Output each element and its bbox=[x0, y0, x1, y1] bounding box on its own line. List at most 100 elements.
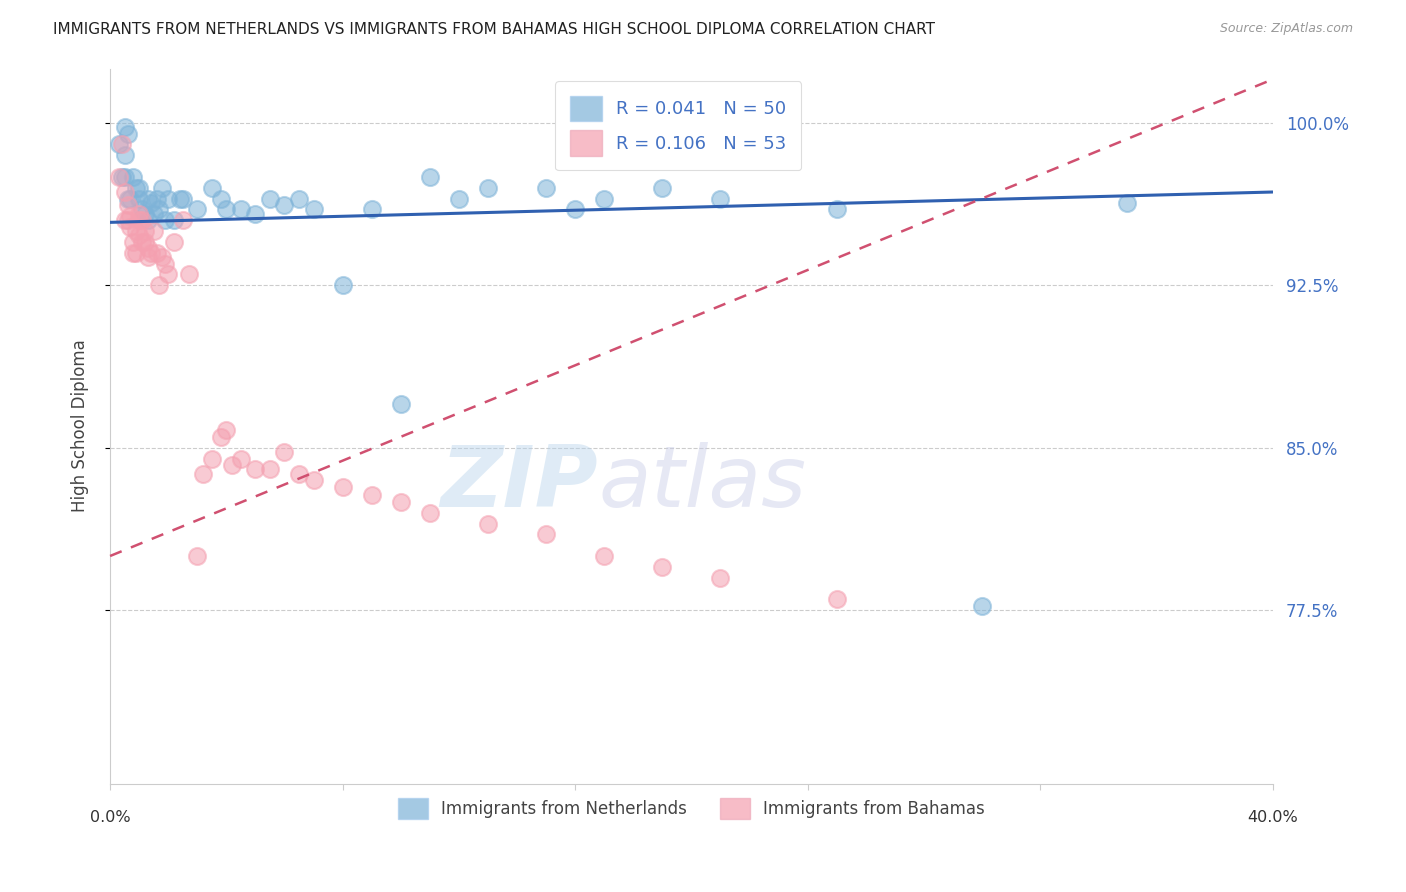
Point bbox=[122, 235, 145, 249]
Point bbox=[128, 192, 150, 206]
Point bbox=[107, 169, 129, 184]
Point bbox=[259, 462, 281, 476]
Point bbox=[128, 228, 150, 243]
Point bbox=[157, 268, 180, 282]
Point bbox=[273, 198, 295, 212]
Point bbox=[142, 224, 165, 238]
Point bbox=[288, 192, 311, 206]
Point bbox=[302, 202, 325, 217]
Point bbox=[593, 549, 616, 563]
Point bbox=[970, 599, 993, 613]
Point bbox=[186, 202, 208, 217]
Point bbox=[157, 192, 180, 206]
Point bbox=[117, 213, 139, 227]
Point bbox=[191, 467, 214, 481]
Point bbox=[273, 445, 295, 459]
Point bbox=[215, 423, 238, 437]
Point bbox=[117, 127, 139, 141]
Point bbox=[477, 180, 499, 194]
Point bbox=[117, 192, 139, 206]
Point bbox=[145, 245, 167, 260]
Point bbox=[150, 180, 173, 194]
Point bbox=[125, 224, 148, 238]
Point bbox=[215, 202, 238, 217]
Point bbox=[120, 209, 142, 223]
Point bbox=[360, 488, 382, 502]
Point bbox=[148, 278, 170, 293]
Point bbox=[245, 462, 267, 476]
Point bbox=[134, 224, 156, 238]
Point bbox=[155, 256, 177, 270]
Point bbox=[302, 473, 325, 487]
Point bbox=[186, 549, 208, 563]
Point bbox=[128, 207, 150, 221]
Point bbox=[148, 202, 170, 217]
Point bbox=[534, 527, 557, 541]
Point bbox=[114, 169, 136, 184]
Legend: Immigrants from Netherlands, Immigrants from Bahamas: Immigrants from Netherlands, Immigrants … bbox=[391, 791, 991, 825]
Point bbox=[136, 250, 159, 264]
Point bbox=[136, 213, 159, 227]
Point bbox=[131, 213, 153, 227]
Y-axis label: High School Diploma: High School Diploma bbox=[72, 340, 89, 512]
Point bbox=[125, 245, 148, 260]
Text: IMMIGRANTS FROM NETHERLANDS VS IMMIGRANTS FROM BAHAMAS HIGH SCHOOL DIPLOMA CORRE: IMMIGRANTS FROM NETHERLANDS VS IMMIGRANT… bbox=[53, 22, 935, 37]
Point bbox=[114, 213, 136, 227]
Point bbox=[389, 495, 412, 509]
Point bbox=[134, 235, 156, 249]
Point bbox=[150, 250, 173, 264]
Point bbox=[114, 148, 136, 162]
Point bbox=[111, 169, 134, 184]
Text: atlas: atlas bbox=[599, 442, 807, 524]
Point bbox=[107, 137, 129, 152]
Point bbox=[177, 268, 200, 282]
Point bbox=[169, 192, 191, 206]
Point bbox=[155, 213, 177, 227]
Point bbox=[564, 202, 586, 217]
Point bbox=[136, 241, 159, 255]
Point bbox=[229, 202, 252, 217]
Point bbox=[209, 192, 232, 206]
Point bbox=[201, 451, 224, 466]
Point bbox=[259, 192, 281, 206]
Point bbox=[131, 202, 153, 217]
Text: Source: ZipAtlas.com: Source: ZipAtlas.com bbox=[1219, 22, 1353, 36]
Point bbox=[1116, 195, 1139, 210]
Point bbox=[201, 180, 224, 194]
Point bbox=[534, 180, 557, 194]
Point bbox=[229, 451, 252, 466]
Point bbox=[447, 192, 470, 206]
Text: 40.0%: 40.0% bbox=[1247, 810, 1298, 824]
Point bbox=[709, 571, 731, 585]
Point bbox=[134, 207, 156, 221]
Point bbox=[419, 169, 441, 184]
Point bbox=[389, 397, 412, 411]
Point bbox=[332, 278, 354, 293]
Point bbox=[245, 207, 267, 221]
Point bbox=[288, 467, 311, 481]
Point bbox=[125, 180, 148, 194]
Point bbox=[593, 192, 616, 206]
Point bbox=[139, 245, 162, 260]
Point bbox=[163, 213, 186, 227]
Point bbox=[114, 120, 136, 134]
Point bbox=[120, 219, 142, 234]
Point bbox=[114, 185, 136, 199]
Point bbox=[139, 195, 162, 210]
Point bbox=[477, 516, 499, 531]
Text: ZIP: ZIP bbox=[440, 442, 599, 524]
Point bbox=[142, 207, 165, 221]
Point bbox=[651, 559, 673, 574]
Point bbox=[709, 192, 731, 206]
Point bbox=[120, 192, 142, 206]
Point bbox=[128, 180, 150, 194]
Point bbox=[136, 192, 159, 206]
Point bbox=[145, 192, 167, 206]
Point bbox=[221, 458, 243, 472]
Point bbox=[360, 202, 382, 217]
Point bbox=[117, 198, 139, 212]
Point bbox=[122, 169, 145, 184]
Point bbox=[332, 480, 354, 494]
Point bbox=[825, 592, 848, 607]
Point bbox=[825, 202, 848, 217]
